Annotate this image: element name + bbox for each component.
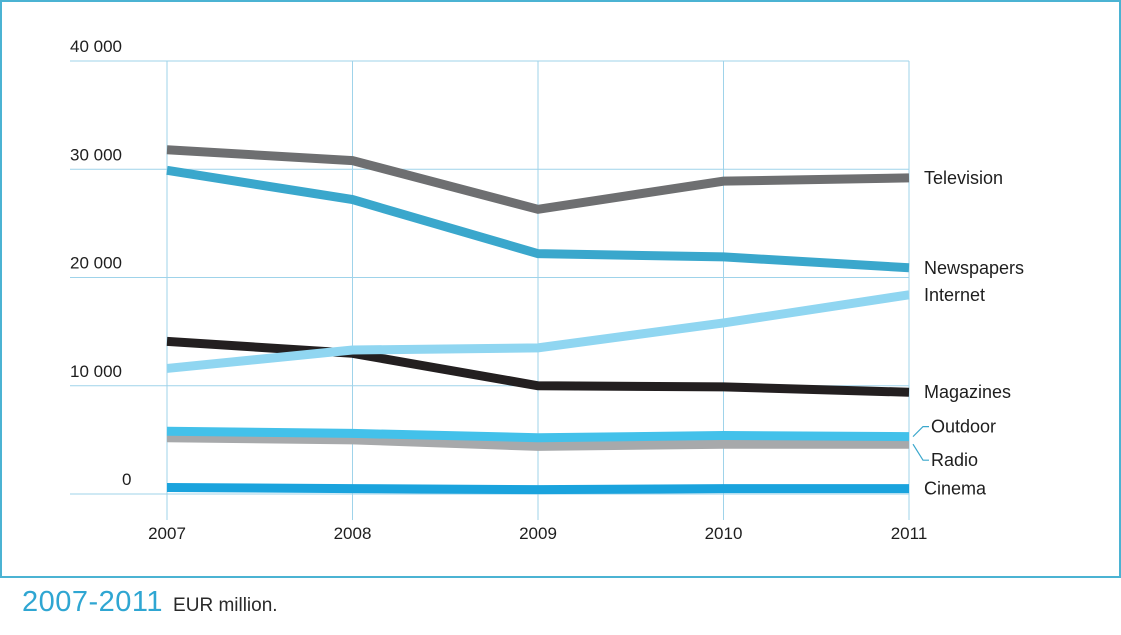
series-leader-radio [912, 443, 929, 461]
series-line-television [166, 145, 910, 214]
series-label-outdoor: Outdoor [931, 417, 996, 437]
series-leader-outdoor [912, 426, 929, 438]
chart-frame: 0 10 000 20 000 30 000 40 000 2007 2008 2009 20… [0, 0, 1121, 578]
series-label-magazines: Magazines [924, 382, 1011, 402]
caption-unit: EUR million. [173, 595, 278, 616]
series-label-internet: Internet [924, 285, 985, 305]
series-line-cinema [166, 483, 909, 495]
series-line-outdoor [166, 426, 910, 443]
grid [70, 60, 910, 520]
y-tick-label: 20 000 [70, 254, 122, 273]
x-tick-label: 2009 [519, 524, 557, 543]
series-lines [166, 145, 910, 495]
y-tick-label: 10 000 [70, 362, 122, 381]
series-label-television: Television [924, 168, 1003, 188]
y-tick-label: 30 000 [70, 145, 122, 164]
series-line-magazines [166, 336, 910, 397]
y-tick-label: 40 000 [70, 37, 122, 56]
x-axis-ticks: 2007 2008 2009 2010 2011 [148, 524, 927, 543]
series-label-radio: Radio [931, 450, 978, 470]
x-tick-label: 2011 [891, 524, 928, 543]
series-label-newspapers: Newspapers [924, 258, 1024, 278]
x-tick-label: 2010 [705, 524, 743, 543]
caption-period: 2007-2011 [22, 586, 164, 618]
series-line-radio [166, 433, 909, 451]
series-labels: Television Newspapers Internet Magazines Out… [912, 168, 1024, 499]
x-tick-label: 2007 [148, 524, 186, 543]
series-line-internet [166, 290, 910, 373]
y-axis-ticks: 0 10 000 20 000 30 000 40 000 [70, 37, 131, 489]
series-label-cinema: Cinema [924, 479, 987, 499]
chart-caption: 2007-2011 EUR million. [22, 586, 278, 626]
x-tick-label: 2008 [334, 524, 372, 543]
y-tick-label: 0 [122, 470, 131, 489]
series-line-newspapers [166, 165, 910, 273]
